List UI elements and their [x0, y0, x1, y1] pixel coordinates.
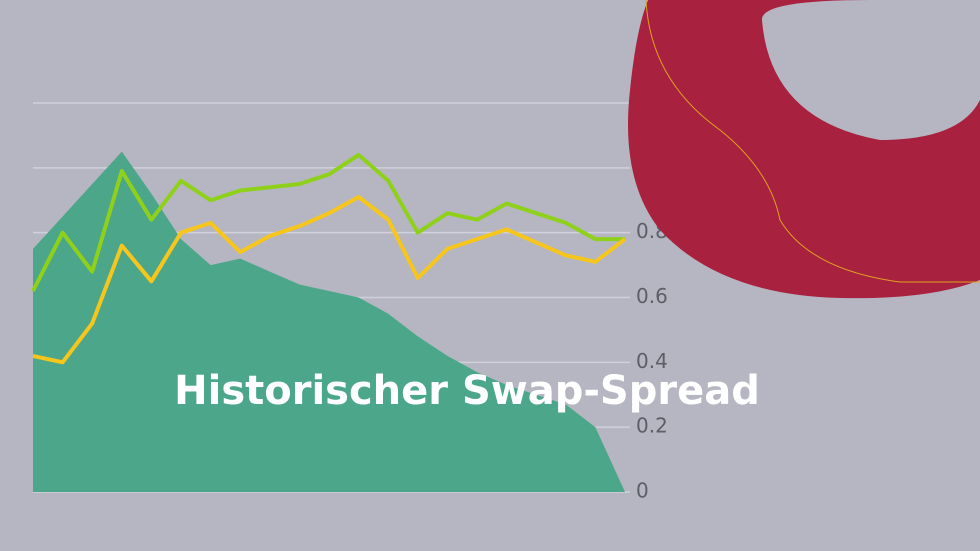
chart-title: Historischer Swap-Spread — [174, 368, 760, 414]
y-tick-label: 0.4 — [636, 349, 668, 373]
y-tick-label: 0.6 — [636, 284, 668, 308]
y-tick-label: 0 — [636, 479, 649, 503]
y-tick-label: 0.2 — [636, 414, 668, 438]
line — [31, 152, 625, 292]
decor-shape — [628, 0, 980, 299]
decor-line — [645, 0, 980, 283]
area — [33, 151, 625, 492]
line — [32, 195, 627, 365]
